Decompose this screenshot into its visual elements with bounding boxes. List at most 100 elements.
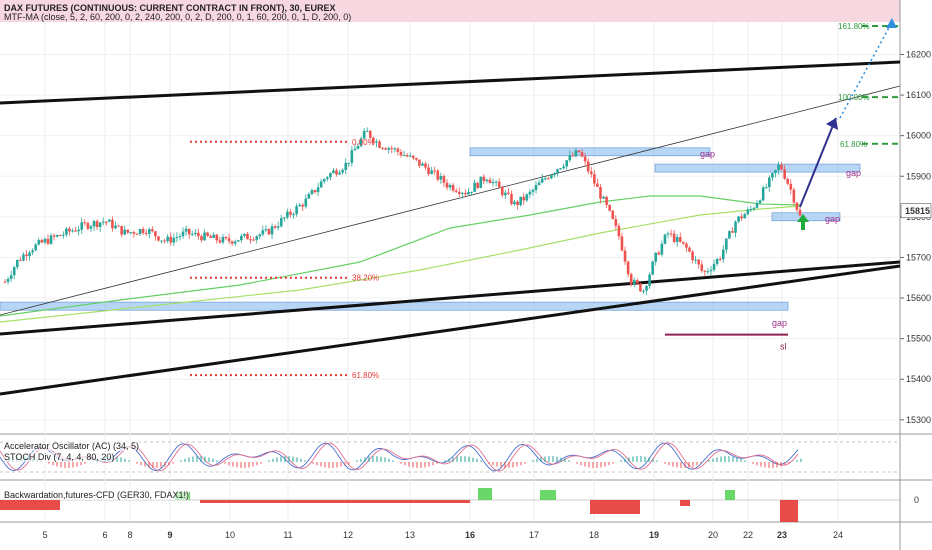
fib-retracement-label: 0.00%	[352, 138, 375, 147]
candle-body	[12, 267, 16, 276]
candle-body	[709, 269, 713, 272]
ac-bar	[628, 457, 630, 462]
ac-bar	[348, 462, 350, 464]
ac-bar	[340, 462, 342, 467]
candle-body	[774, 170, 777, 174]
candle-body	[467, 192, 470, 195]
ac-bar	[428, 462, 430, 467]
ac-bar	[164, 462, 166, 467]
ac-bar	[648, 457, 650, 462]
candle-body	[92, 221, 96, 227]
candle-body	[445, 182, 449, 188]
candle-body	[15, 259, 19, 268]
ac-bar	[372, 456, 374, 462]
candle-body	[126, 229, 130, 233]
candle-body	[605, 196, 608, 205]
ma-line	[0, 195, 801, 317]
candle-body	[249, 239, 252, 241]
candle-body	[31, 250, 34, 253]
ac-bar	[452, 457, 454, 462]
ac-bar	[548, 456, 550, 462]
candle-body	[49, 235, 53, 244]
candle-body	[510, 193, 513, 205]
ac-bar	[368, 456, 370, 462]
candle-body	[568, 155, 572, 161]
candle-body	[792, 189, 796, 203]
candle-body	[276, 226, 280, 228]
ac-bar	[436, 462, 438, 464]
candle-body	[264, 229, 268, 231]
current-price-label: 15815	[905, 206, 930, 216]
candle-body	[172, 237, 176, 243]
candle-body	[497, 181, 501, 188]
candle-body	[224, 236, 228, 239]
candle-body	[700, 264, 704, 271]
y-tick-label-15900: 15900	[906, 171, 931, 181]
ac-bar	[124, 458, 126, 462]
ac-bar	[500, 462, 502, 468]
candle-body	[233, 241, 237, 244]
candle-body	[761, 187, 765, 201]
candle-body	[645, 285, 648, 291]
candle-body	[755, 203, 759, 208]
ac-bar	[444, 460, 446, 462]
ac-bar	[144, 462, 146, 467]
ac-bar	[780, 462, 782, 467]
candle-body	[491, 181, 495, 184]
candle-body	[786, 178, 790, 184]
candle-body	[580, 152, 584, 157]
ac-bar	[512, 462, 514, 468]
candle-body	[451, 184, 455, 191]
x-tick-label-9: 9	[167, 530, 172, 540]
candle-body	[322, 178, 326, 182]
ac-bar	[724, 456, 726, 462]
candle-body	[749, 209, 753, 211]
candle-body	[25, 254, 28, 256]
candle-body	[565, 160, 569, 167]
candle-body	[479, 176, 483, 188]
ac-bar	[408, 462, 410, 467]
ac-bar	[228, 462, 230, 466]
ac-bar	[524, 462, 526, 464]
ac-bar	[424, 462, 426, 468]
x-tick-label-20: 20	[708, 530, 718, 540]
candle-body	[356, 146, 360, 149]
ac-bar	[728, 456, 730, 462]
candle-body	[798, 209, 802, 216]
candle-body	[626, 261, 630, 275]
zone-label: gap	[700, 149, 715, 159]
backwardation-zero-label: 0	[914, 495, 919, 505]
ac-bar	[208, 457, 210, 462]
x-tick-label-16: 16	[465, 530, 475, 540]
ac-bar	[312, 462, 314, 464]
candle-body	[273, 226, 277, 228]
candle-body	[138, 229, 142, 235]
candle-body	[37, 240, 41, 245]
current-price-badge	[900, 203, 932, 219]
ac-bar	[304, 460, 306, 462]
projection-arrow	[799, 117, 837, 208]
candle-body	[706, 271, 710, 273]
ac-bar	[788, 462, 790, 464]
candle-body	[89, 226, 93, 229]
ac-bar	[76, 462, 78, 467]
backwardation-indicator-label: Backwardation,futures-CFD (GER30, FDAX1!…	[4, 490, 190, 500]
candle-body	[101, 221, 105, 223]
candle-body	[476, 182, 480, 188]
zone-label: gap	[825, 214, 840, 224]
ac-bar	[564, 458, 566, 462]
candle-body	[620, 236, 624, 251]
ac-bar	[520, 462, 522, 466]
candle-body	[743, 214, 747, 219]
candle-body	[715, 258, 719, 265]
candle-body	[746, 209, 750, 215]
candle-body	[504, 192, 507, 196]
candle-body	[58, 234, 62, 236]
candle-body	[488, 179, 492, 184]
candle-body	[71, 230, 74, 232]
candle-body	[338, 172, 341, 175]
ac-bar	[752, 462, 754, 464]
ac-bar	[256, 462, 258, 466]
ac-bar	[668, 462, 670, 466]
